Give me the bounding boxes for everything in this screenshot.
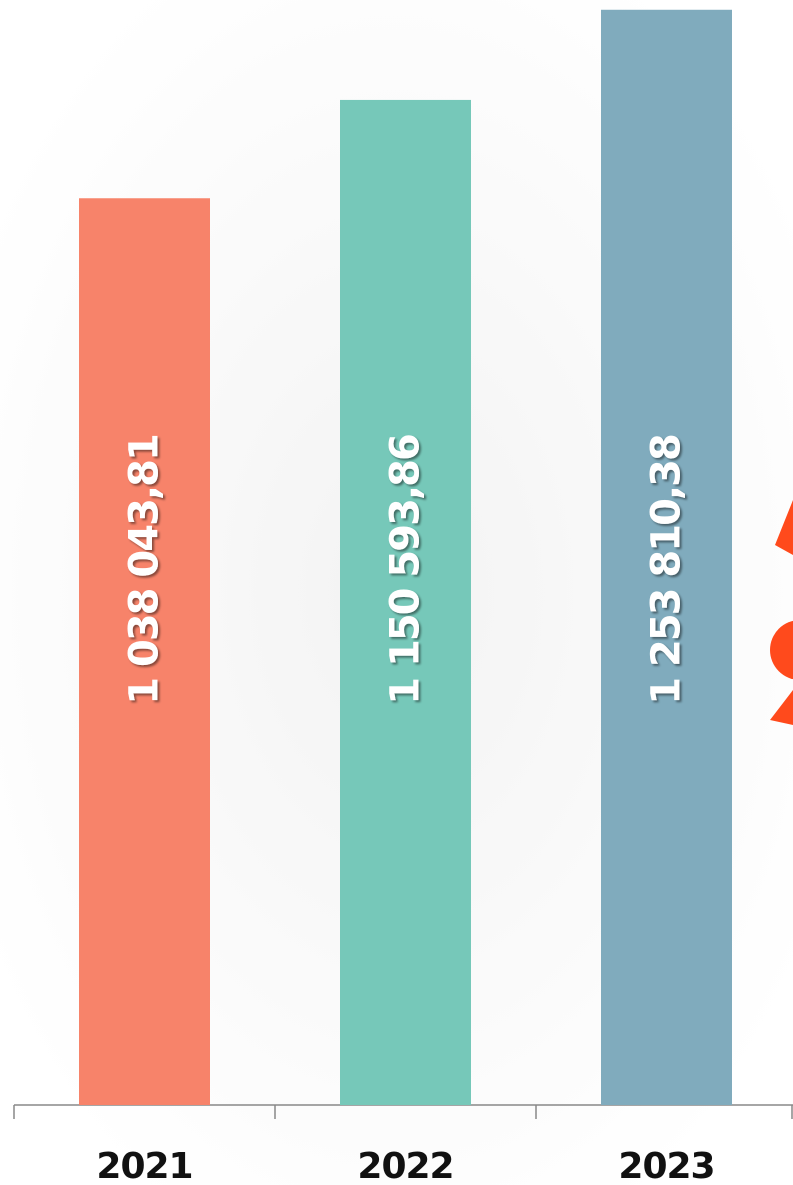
x-tick-label: 2022 (357, 1146, 453, 1185)
value-label: 1 150 593,86 (383, 435, 429, 705)
value-label: 1 253 810,38 (644, 435, 690, 705)
decor (775, 500, 793, 555)
decor (770, 620, 793, 680)
bar (79, 198, 210, 1106)
x-tick-label: 2021 (96, 1146, 192, 1185)
bar (601, 9, 732, 1106)
decor (770, 690, 793, 725)
value-label: 1 038 043,81 (122, 435, 168, 705)
x-tick-label: 2023 (618, 1146, 714, 1185)
bar (340, 99, 471, 1106)
